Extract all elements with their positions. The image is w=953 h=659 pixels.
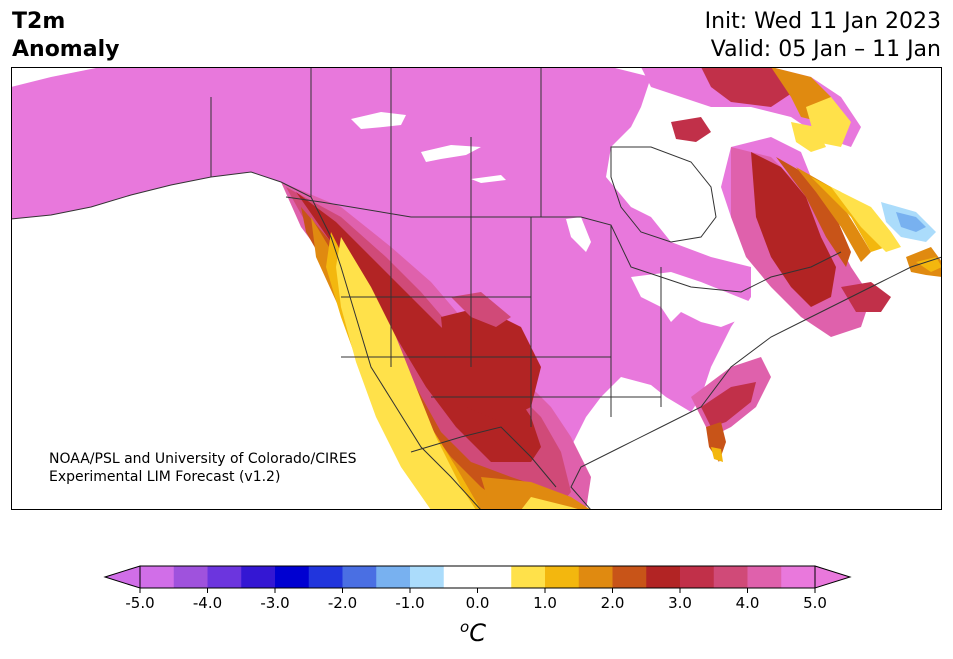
colorbar-segment [680,566,715,588]
colorbar-segment [477,566,512,588]
field-plus2-mexico [481,477,591,510]
us-canada-border [285,196,842,293]
great-slave-lake [421,145,481,162]
colorbar-segment [713,566,748,588]
colorbar-segment [140,566,175,588]
units-degree: o [460,618,470,636]
colorbar-tick-label: 0.0 [466,594,490,612]
province-line [210,67,542,217]
field-minus15-east [896,212,926,232]
lake-winnipeg [566,217,591,252]
colorbar-segment [308,566,343,588]
colorbar-segment [376,566,411,588]
anomaly-map [11,67,942,510]
field-newfoundland-yellow [916,257,942,272]
colorbar-segment [545,566,580,588]
colorbar-tick-label: -1.0 [395,594,424,612]
colorbar-tick-label: 5.0 [803,594,827,612]
borders [11,67,942,510]
field-maritimes [841,282,891,312]
map-title: T2m Anomaly [12,8,119,64]
coastline-east [570,256,942,510]
lake-athabasca [471,175,506,183]
colorbar-units: oC [460,618,486,647]
hudson-bay [610,146,717,243]
credit-note: NOAA/PSL and University of Colorado/CIRE… [49,450,357,486]
field-baffin-yellow [791,122,826,152]
field-plus35-core [451,292,511,327]
state-line-2 [341,296,661,398]
colorbar-segment [747,566,782,588]
colorbar-tick-label: -3.0 [260,594,289,612]
colorbar-segment [173,566,208,588]
colorbar-under-arrow [103,565,141,589]
colorbar-segment [578,566,613,588]
title-line-2: Anomaly [12,37,120,62]
colorbar-segment [612,566,647,588]
title-line-1: T2m [12,9,66,34]
field-arctic-red [701,67,801,107]
colorbar-tick-label: 1.0 [533,594,557,612]
colorbar-segment [207,566,242,588]
colorbar-segment [781,566,816,588]
anomaly-fields [11,67,942,510]
map-frame [11,67,942,510]
colorbar-segment [443,566,478,588]
field-plus3-core [441,307,541,422]
colorbar-segment [410,566,445,588]
colorbar-segment [241,566,276,588]
credit-line-2: Experimental LIM Forecast (v1.2) [49,469,281,485]
great-bear-lake [351,112,406,129]
field-plus3-southeast [701,382,756,427]
credit-line-1: NOAA/PSL and University of Colorado/CIRE… [49,451,357,467]
field-plus1-mexico [521,497,581,510]
colorbar-over-arrow [814,565,852,589]
forecast-dates: Init: Wed 11 Jan 2023 Valid: 05 Jan – 11… [705,8,941,64]
colorbar-tick-label: -5.0 [125,594,154,612]
colorbar-tick-label: -2.0 [328,594,357,612]
field-plus25-east [776,157,851,267]
colorbar-segment [646,566,681,588]
init-date: Init: Wed 11 Jan 2023 [704,9,941,34]
colorbar: -5.0 -4.0 -3.0 -2.0 -1.0 0.0 1.0 2.0 3.0 4.0 5.0 [103,565,852,612]
colorbar-ticks: -5.0 -4.0 -3.0 -2.0 -1.0 0.0 1.0 2.0 3.0 4.0 5.0 [125,588,827,612]
field-plus5-mainland [11,67,751,457]
field-plus2-east [796,167,871,262]
colorbar-tick-label: 3.0 [668,594,692,612]
us-mexico-border [410,426,557,488]
field-plus1-west [336,237,476,510]
field-baffin [671,117,711,142]
colorbar-segment [511,566,546,588]
valid-period: Valid: 05 Jan – 11 Jan [710,37,941,62]
field-plus1-east [831,187,901,252]
colorbar-tick-label: -4.0 [193,594,222,612]
field-florida-yellow [711,447,723,462]
colorbar-segment [342,566,377,588]
colorbar-tick-label: 2.0 [601,594,625,612]
field-plus3-east [751,152,836,307]
colorbar-segment [275,566,310,588]
colorbar-segments [139,565,816,589]
state-line-1 [390,217,662,427]
colorbar-tick-label: 4.0 [736,594,760,612]
units-letter: C [469,619,486,647]
